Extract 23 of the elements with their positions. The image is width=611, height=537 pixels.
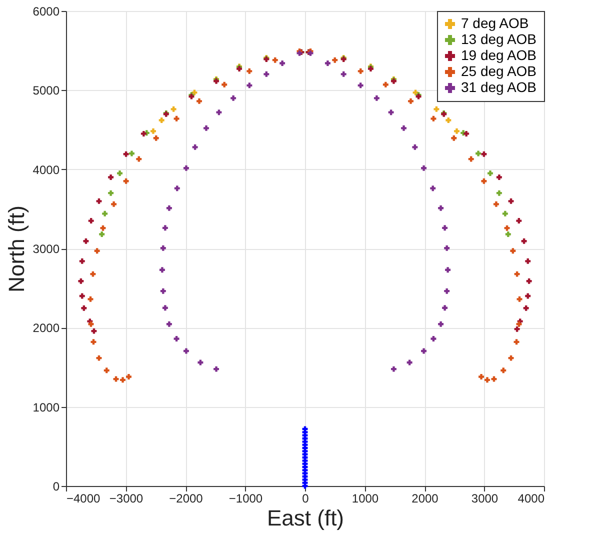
x-tick-label: −2000: [169, 492, 204, 506]
x-tick-label: −4000: [66, 492, 101, 506]
y-tick-label: 4000: [32, 162, 60, 177]
y-tick-label: 0: [52, 480, 60, 494]
x-tick-label: 3000: [471, 492, 498, 506]
legend-label: 19 deg AOB: [461, 47, 537, 63]
x-tick-label: 4000: [518, 492, 545, 506]
x-tick-label: 2000: [412, 492, 439, 506]
x-tick-label: 1000: [352, 492, 379, 506]
legend-label: 25 deg AOB: [461, 63, 537, 79]
x-axis-title: East (ft): [266, 506, 344, 530]
legend-label: 7 deg AOB: [461, 15, 529, 31]
y-axis-title: North (ft): [4, 206, 29, 292]
y-tick-label: 2000: [32, 321, 60, 336]
y-tick-label: 1000: [32, 400, 60, 414]
y-tick-label: 5000: [32, 84, 60, 98]
legend-label: 13 deg AOB: [461, 31, 537, 47]
x-tick-label: −3000: [109, 492, 144, 506]
legend-label: 31 deg AOB: [461, 79, 537, 95]
x-tick-label: 0: [302, 492, 310, 506]
x-tick-label: −1000: [228, 492, 263, 506]
y-tick-label: 3000: [32, 242, 60, 256]
y-tick-label: 6000: [32, 4, 60, 18]
